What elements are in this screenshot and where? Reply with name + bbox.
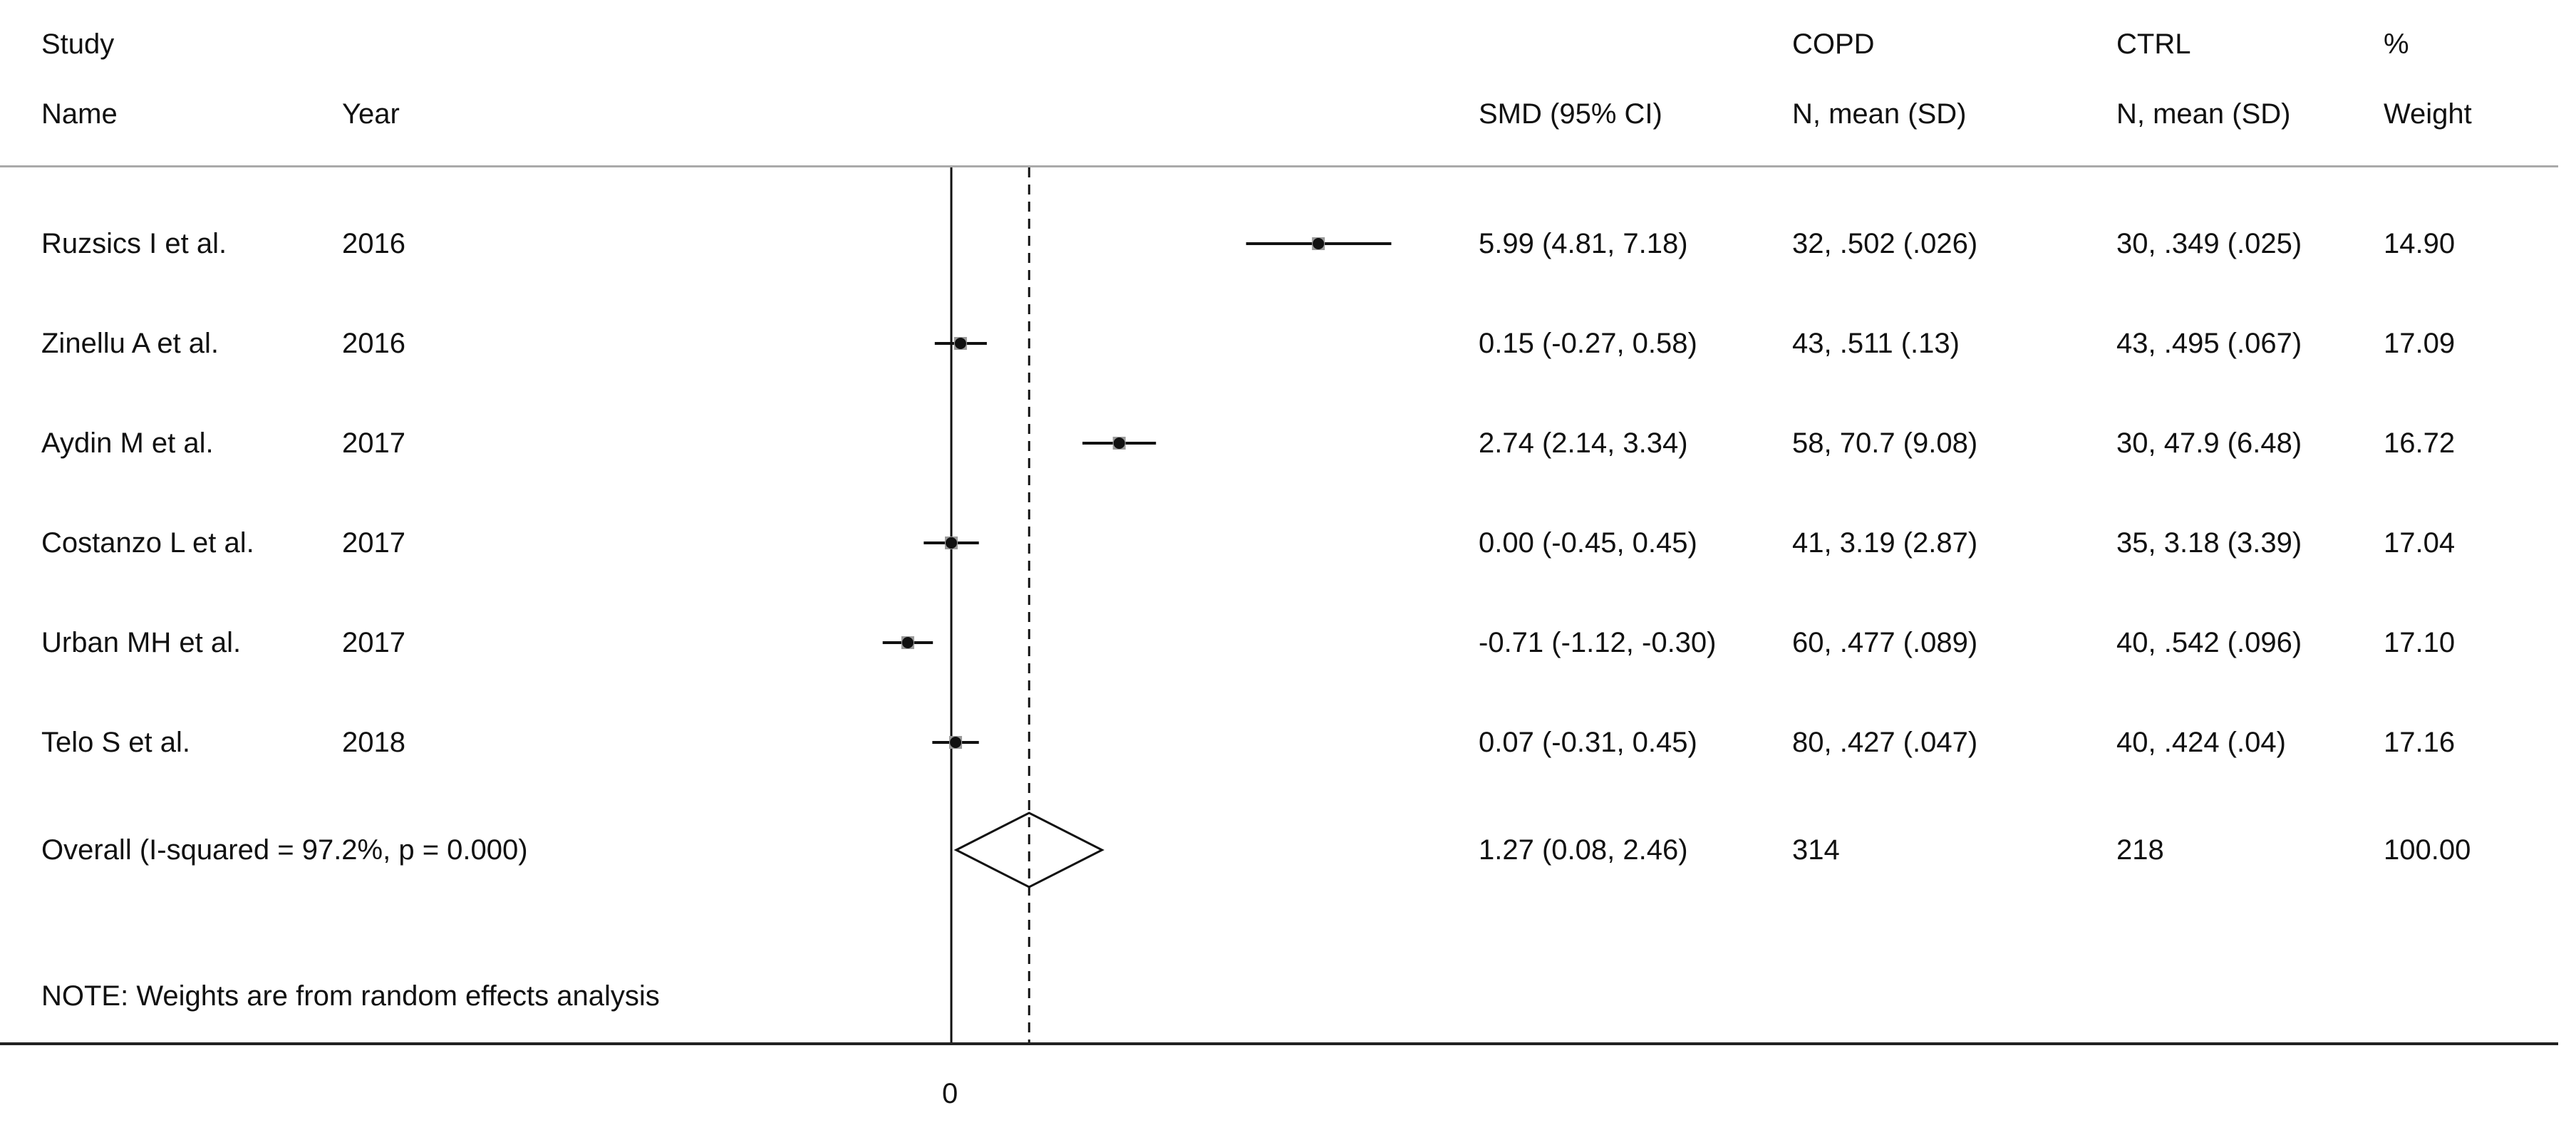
header-name: Name (41, 98, 118, 130)
header-divider (0, 165, 2558, 167)
study-copd: 80, .427 (.047) (1792, 727, 1978, 758)
point-estimate (901, 637, 914, 648)
study-name: Urban MH et al. (41, 627, 242, 658)
study-ctrl: 40, .542 (.096) (2116, 627, 2302, 658)
header-percent: % (2384, 28, 2409, 60)
overall-ctrl: 218 (2116, 834, 2164, 866)
study-copd: 32, .502 (.026) (1792, 228, 1978, 259)
study-ctrl: 30, 47.9 (6.48) (2116, 427, 2302, 459)
study-copd: 60, .477 (.089) (1792, 627, 1978, 658)
overall-label: Overall (I-squared = 97.2%, p = 0.000) (41, 834, 528, 866)
study-name: Ruzsics I et al. (41, 228, 227, 259)
header-copd: COPD (1792, 28, 1875, 60)
header-copd-sub: N, mean (SD) (1792, 98, 1967, 130)
point-estimate (1113, 437, 1125, 449)
overall-weight: 100.00 (2384, 834, 2471, 866)
study-year: 2017 (342, 427, 405, 459)
study-year: 2016 (342, 328, 405, 359)
study-name: Costanzo L et al. (41, 527, 254, 559)
overall-smd-text: 1.27 (0.08, 2.46) (1479, 834, 1688, 866)
study-smd-text: 0.00 (-0.45, 0.45) (1479, 527, 1697, 559)
study-ctrl: 30, .349 (.025) (2116, 228, 2302, 259)
study-weight: 16.72 (2384, 427, 2456, 459)
header-smd: SMD (95% CI) (1479, 98, 1662, 130)
study-smd-text: -0.71 (-1.12, -0.30) (1479, 627, 1717, 658)
header-study: Study (41, 28, 115, 60)
point-estimate (950, 737, 962, 748)
study-year: 2018 (342, 727, 405, 758)
study-weight: 17.10 (2384, 627, 2456, 658)
axis-zero-label: 0 (942, 1078, 958, 1109)
study-weight: 17.04 (2384, 527, 2456, 559)
study-year: 2017 (342, 627, 405, 658)
header-ctrl-sub: N, mean (SD) (2116, 98, 2291, 130)
point-estimate (954, 338, 966, 349)
study-name: Zinellu A et al. (41, 328, 219, 359)
header-weight: Weight (2384, 98, 2472, 130)
study-ctrl: 43, .495 (.067) (2116, 328, 2302, 359)
study-smd-text: 2.74 (2.14, 3.34) (1479, 427, 1688, 459)
header-year: Year (342, 98, 400, 130)
overall-diamond (953, 812, 1105, 888)
footnote: NOTE: Weights are from random effects an… (41, 980, 660, 1012)
study-smd-text: 0.15 (-0.27, 0.58) (1479, 328, 1697, 359)
study-ctrl: 35, 3.18 (3.39) (2116, 527, 2302, 559)
study-year: 2016 (342, 228, 405, 259)
study-copd: 43, .511 (.13) (1792, 328, 1960, 359)
study-copd: 58, 70.7 (9.08) (1792, 427, 1978, 459)
study-year: 2017 (342, 527, 405, 559)
header-ctrl: CTRL (2116, 28, 2191, 60)
study-weight: 17.09 (2384, 328, 2456, 359)
study-name: Aydin M et al. (41, 427, 214, 459)
point-estimate (1313, 238, 1325, 249)
study-ctrl: 40, .424 (.04) (2116, 727, 2286, 758)
bottom-divider (0, 1042, 2558, 1045)
study-copd: 41, 3.19 (2.87) (1792, 527, 1978, 559)
study-smd-text: 0.07 (-0.31, 0.45) (1479, 727, 1697, 758)
overall-copd: 314 (1792, 834, 1840, 866)
study-weight: 14.90 (2384, 228, 2456, 259)
study-name: Telo S et al. (41, 727, 191, 758)
study-weight: 17.16 (2384, 727, 2456, 758)
point-estimate (946, 537, 957, 549)
study-smd-text: 5.99 (4.81, 7.18) (1479, 228, 1688, 259)
